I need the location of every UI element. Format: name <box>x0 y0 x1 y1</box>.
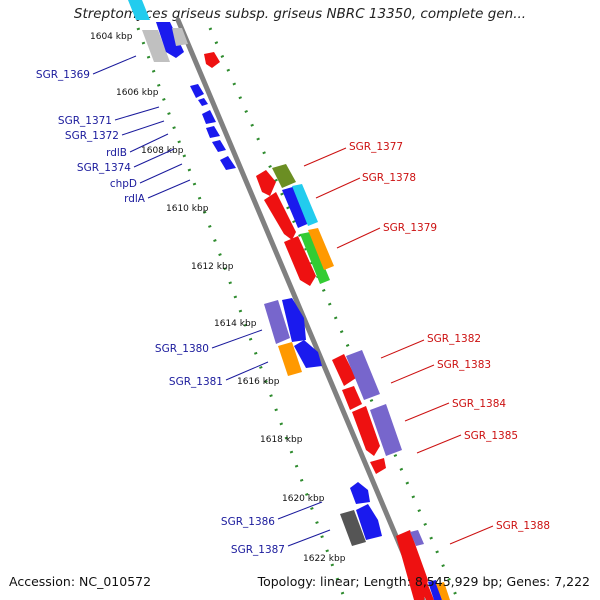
gene-feature[interactable] <box>206 126 220 138</box>
gene-feature[interactable] <box>156 22 184 58</box>
gene-feature[interactable] <box>264 192 296 240</box>
accession-label: Accession: NC_010572 <box>9 574 152 589</box>
gene-feature[interactable] <box>370 404 402 456</box>
gene-feature[interactable] <box>370 458 386 474</box>
gene-label-sgr-1388[interactable]: SGR_1388 <box>496 520 550 532</box>
leader-line <box>315 177 361 199</box>
gene-feature[interactable] <box>220 156 236 170</box>
gene-feature[interactable] <box>356 504 382 540</box>
leader-line <box>404 402 450 422</box>
gene-feature[interactable] <box>202 110 216 124</box>
gene-feature[interactable] <box>294 340 322 368</box>
reverse-strand-track <box>136 27 347 600</box>
leader-line <box>133 148 175 168</box>
gene-label-sgr-1381[interactable]: SGR_1381 <box>169 376 223 388</box>
gene-feature[interactable] <box>300 232 330 284</box>
gene-label-chpd[interactable]: chpD <box>110 178 137 190</box>
kbp-tick-label: 1618 kbp <box>260 435 303 445</box>
leader-line <box>277 501 323 520</box>
forward-strand-track <box>208 27 460 600</box>
gene-label-sgr-1371[interactable]: SGR_1371 <box>58 115 112 127</box>
gene-label-sgr-1374[interactable]: SGR_1374 <box>77 162 131 174</box>
gene-feature[interactable] <box>272 164 296 188</box>
gene-feature[interactable] <box>128 0 150 20</box>
gene-feature[interactable] <box>350 482 370 504</box>
sequence-backbone <box>175 17 426 600</box>
leader-line <box>303 147 347 167</box>
gene-feature[interactable] <box>352 406 380 456</box>
leader-line <box>92 55 137 75</box>
gene-label-rdlb[interactable]: rdlB <box>106 147 127 159</box>
kbp-tick-label: 1622 kbp <box>303 554 346 564</box>
gene-feature[interactable] <box>190 84 204 98</box>
leader-line <box>121 120 165 136</box>
gene-feature[interactable] <box>418 580 434 600</box>
leader-line <box>287 529 331 547</box>
gene-label-sgr-1386[interactable]: SGR_1386 <box>221 516 275 528</box>
leader-line <box>211 329 263 349</box>
gene-feature[interactable] <box>142 30 170 62</box>
gene-feature[interactable] <box>204 52 220 68</box>
genome-title: Streptomyces griseus subsp. griseus NBRC… <box>73 6 527 22</box>
gene-feature[interactable] <box>428 580 442 600</box>
gene-label-sgr-1372[interactable]: SGR_1372 <box>65 130 119 142</box>
gene-features[interactable] <box>128 0 450 600</box>
gene-label-sgr-1384[interactable]: SGR_1384 <box>452 398 506 410</box>
gene-label-rdla[interactable]: rdlA <box>124 193 146 205</box>
gene-label-sgr-1369[interactable]: SGR_1369 <box>36 69 90 81</box>
kbp-tick-label: 1620 kbp <box>282 494 325 504</box>
gene-feature[interactable] <box>308 228 334 270</box>
gene-label-sgr-1379[interactable]: SGR_1379 <box>383 222 437 234</box>
gene-feature[interactable] <box>342 386 362 410</box>
gene-label-sgr-1385[interactable]: SGR_1385 <box>464 430 518 442</box>
gene-feature[interactable] <box>284 236 316 286</box>
kbp-tick-label: 1616 kbp <box>237 377 280 387</box>
genome-stats-label: Topology: linear; Length: 8,545,929 bp; … <box>257 574 590 589</box>
gene-feature[interactable] <box>212 140 226 152</box>
gene-feature[interactable] <box>172 28 188 46</box>
kbp-tick-label: 1614 kbp <box>214 319 257 329</box>
gene-feature[interactable] <box>256 170 276 196</box>
leader-line <box>380 339 425 359</box>
gene-feature[interactable] <box>282 298 306 342</box>
kbp-tick-label: 1612 kbp <box>191 262 234 272</box>
leader-line <box>416 434 462 454</box>
kbp-tick-label: 1610 kbp <box>166 204 209 214</box>
leader-line <box>449 525 494 545</box>
gene-label-sgr-1377[interactable]: SGR_1377 <box>349 141 403 153</box>
gene-label-sgr-1382[interactable]: SGR_1382 <box>427 333 481 345</box>
gene-feature[interactable] <box>332 354 356 386</box>
leader-line <box>139 163 183 184</box>
gene-feature[interactable] <box>340 510 366 546</box>
gene-feature[interactable] <box>436 582 450 600</box>
leader-line <box>390 364 435 384</box>
gene-feature[interactable] <box>264 300 290 344</box>
gene-label-sgr-1383[interactable]: SGR_1383 <box>437 359 491 371</box>
kbp-tick-label: 1604 kbp <box>90 32 133 42</box>
gene-feature[interactable] <box>278 342 302 376</box>
kbp-tick-label: 1606 kbp <box>116 88 159 98</box>
gene-label-sgr-1378[interactable]: SGR_1378 <box>362 172 416 184</box>
kbp-tick-label: 1608 kbp <box>141 146 184 156</box>
leader-line <box>336 227 381 249</box>
leader-line <box>225 361 269 381</box>
gene-label-sgr-1380[interactable]: SGR_1380 <box>155 343 209 355</box>
leader-line <box>129 133 169 153</box>
gene-feature[interactable] <box>410 530 424 546</box>
gene-feature[interactable] <box>346 350 380 400</box>
leader-line <box>147 179 191 199</box>
kbp-tick-labels: 1604 kbp 1606 kbp 1608 kbp 1610 kbp 1612… <box>90 32 346 564</box>
gene-feature[interactable] <box>282 186 312 228</box>
leader-line <box>114 106 160 121</box>
gene-feature[interactable] <box>198 98 208 106</box>
gene-label-sgr-1387[interactable]: SGR_1387 <box>231 544 285 556</box>
gene-feature[interactable] <box>292 184 318 226</box>
right-gene-labels[interactable]: SGR_1377 SGR_1378 SGR_1379 SGR_1382 SGR_… <box>303 141 550 545</box>
left-gene-labels[interactable]: SGR_1369 SGR_1371 SGR_1372 rdlB SGR_1374… <box>36 55 331 556</box>
